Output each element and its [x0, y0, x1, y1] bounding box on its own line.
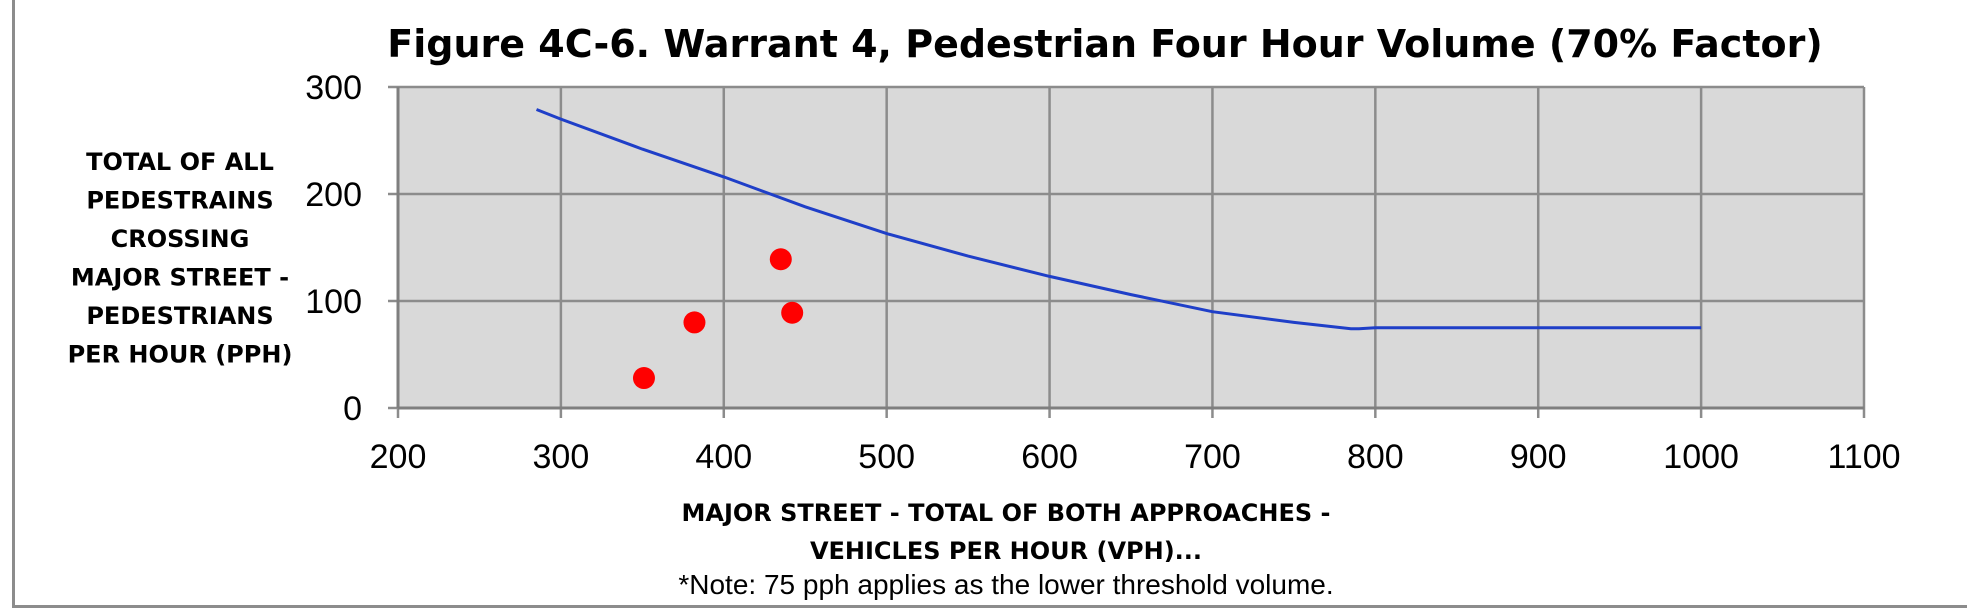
x-tick-label: 900	[1510, 438, 1567, 476]
y-axis-label-line: PER HOUR (PPH)	[68, 341, 293, 369]
x-tick-label: 1000	[1663, 438, 1739, 476]
data-point	[769, 248, 792, 271]
y-tick-label: 100	[305, 283, 362, 321]
x-tick-labels: 200 300 400 500 600 700 800 900 1000 1100	[370, 438, 1901, 476]
x-tick-label: 300	[533, 438, 590, 476]
x-tick-label: 800	[1347, 438, 1404, 476]
x-tick-label: 1100	[1827, 438, 1900, 476]
y-tick-label: 200	[305, 176, 362, 214]
threshold-curve	[535, 108, 1702, 331]
plot-area	[398, 87, 1864, 408]
y-axis-label-line: MAJOR STREET -	[71, 264, 289, 292]
x-axis-label-line: VEHICLES PER HOUR (VPH)...	[810, 537, 1202, 565]
y-tick-label: 300	[305, 69, 362, 107]
data-point	[683, 311, 706, 334]
x-tick-label: 400	[695, 438, 752, 476]
y-axis-label-line: PEDESTRAINS	[86, 187, 273, 215]
y-axis-label: TOTAL OF ALL PEDESTRAINS CROSSING MAJOR STR…	[68, 148, 293, 369]
x-tick-label: 500	[858, 438, 915, 476]
y-axis-label-line: CROSSING	[111, 225, 250, 253]
x-tick-label: 700	[1184, 438, 1241, 476]
y-tick-labels: 0 100 200 300	[305, 69, 362, 428]
x-tick-label: 600	[1021, 438, 1078, 476]
axes	[396, 87, 1864, 410]
x-axis-label-line: MAJOR STREET - TOTAL OF BOTH APPROACHES …	[681, 499, 1330, 527]
chart-title: Figure 4C-6. Warrant 4, Pedestrian Four …	[387, 22, 1822, 66]
x-tick-label: 200	[370, 438, 427, 476]
chart-note: *Note: 75 pph applies as the lower thres…	[678, 569, 1333, 600]
y-tick-label: 0	[343, 390, 362, 428]
data-point	[632, 367, 655, 390]
x-axis-label: MAJOR STREET - TOTAL OF BOTH APPROACHES …	[681, 499, 1330, 565]
data-points	[632, 248, 804, 390]
y-axis-label-line: TOTAL OF ALL	[86, 148, 274, 176]
y-axis-label-line: PEDESTRIANS	[86, 302, 273, 330]
data-point	[781, 301, 804, 324]
